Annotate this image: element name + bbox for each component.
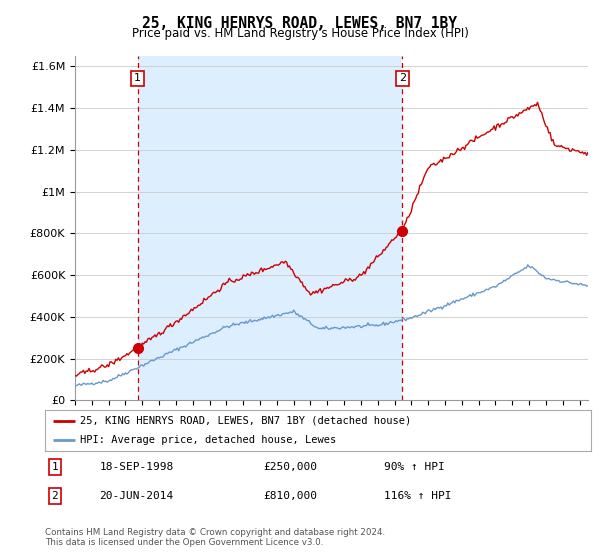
Text: 25, KING HENRYS ROAD, LEWES, BN7 1BY: 25, KING HENRYS ROAD, LEWES, BN7 1BY <box>143 16 458 31</box>
Text: 20-JUN-2014: 20-JUN-2014 <box>100 491 174 501</box>
Text: 116% ↑ HPI: 116% ↑ HPI <box>383 491 451 501</box>
Text: 2: 2 <box>52 491 58 501</box>
Text: 90% ↑ HPI: 90% ↑ HPI <box>383 462 444 472</box>
Text: £810,000: £810,000 <box>263 491 317 501</box>
Text: £250,000: £250,000 <box>263 462 317 472</box>
Text: 1: 1 <box>134 73 141 83</box>
Text: 2: 2 <box>399 73 406 83</box>
Text: 18-SEP-1998: 18-SEP-1998 <box>100 462 174 472</box>
Bar <box>137 56 403 400</box>
Text: 25, KING HENRYS ROAD, LEWES, BN7 1BY (detached house): 25, KING HENRYS ROAD, LEWES, BN7 1BY (de… <box>80 416 412 426</box>
Text: Contains HM Land Registry data © Crown copyright and database right 2024.
This d: Contains HM Land Registry data © Crown c… <box>45 528 385 547</box>
Text: 1: 1 <box>52 462 58 472</box>
Text: Price paid vs. HM Land Registry's House Price Index (HPI): Price paid vs. HM Land Registry's House … <box>131 27 469 40</box>
Text: HPI: Average price, detached house, Lewes: HPI: Average price, detached house, Lewe… <box>80 435 337 445</box>
